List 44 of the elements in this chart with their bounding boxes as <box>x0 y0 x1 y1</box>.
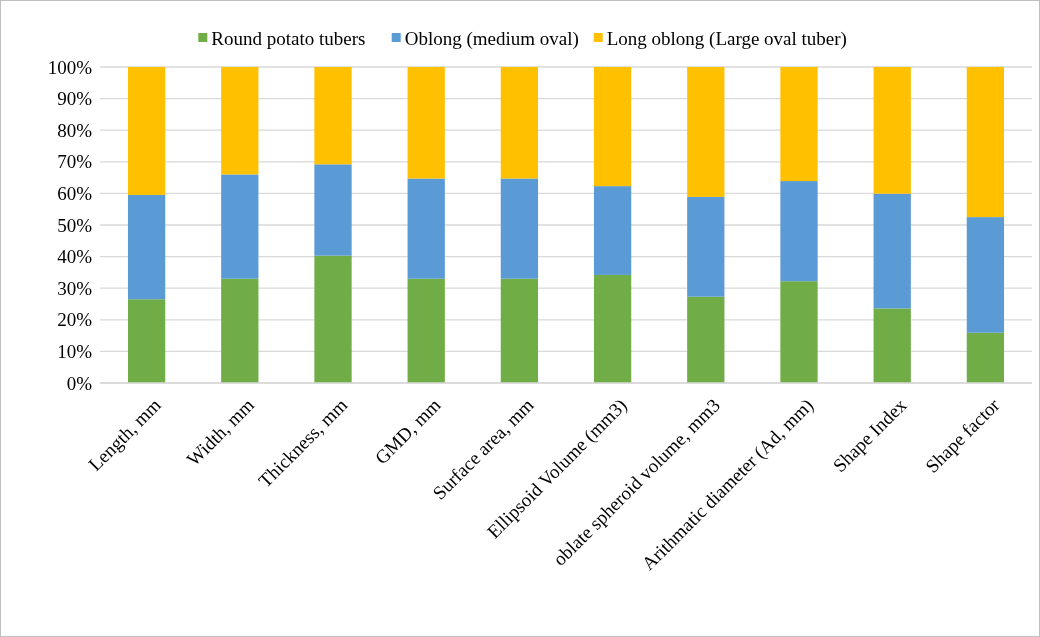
bar <box>687 196 725 297</box>
y-tick-label: 40% <box>57 246 93 268</box>
legend-label: Round potato tubers <box>211 27 366 49</box>
bar <box>593 67 632 187</box>
y-tick-label: 20% <box>57 309 93 331</box>
bar <box>780 281 818 383</box>
bar <box>966 332 1005 383</box>
bar <box>314 67 352 165</box>
legend-label: Long oblong (Large oval tuber) <box>606 27 847 50</box>
bar <box>687 67 725 197</box>
bar <box>221 278 259 383</box>
bar <box>593 186 632 275</box>
bar <box>873 308 911 383</box>
bar <box>966 67 1005 218</box>
bar <box>314 164 352 256</box>
legend-label: Oblong (medium oval) <box>404 27 579 50</box>
bar <box>780 181 818 282</box>
bar <box>221 174 259 279</box>
y-tick-label: 0% <box>66 372 93 394</box>
bar <box>966 217 1005 333</box>
bar <box>500 178 539 279</box>
y-tick-label: 60% <box>57 183 93 205</box>
bar <box>221 67 259 175</box>
bar <box>127 67 166 195</box>
bar <box>500 278 539 383</box>
bar <box>500 67 539 179</box>
y-tick-label: 100% <box>47 56 93 78</box>
y-tick-label: 30% <box>57 277 93 299</box>
bar <box>314 255 352 383</box>
y-tick-label: 50% <box>57 214 93 236</box>
bar <box>687 296 725 383</box>
y-tick-label: 10% <box>57 341 93 363</box>
bar <box>407 178 445 279</box>
bar <box>407 278 445 383</box>
y-tick-label: 80% <box>57 119 93 141</box>
bar <box>127 299 166 383</box>
bar <box>780 67 818 182</box>
bar <box>873 67 911 194</box>
bar <box>127 194 166 300</box>
y-tick-label: 70% <box>57 151 93 173</box>
bar <box>873 193 911 309</box>
bar <box>407 67 445 179</box>
bar <box>593 274 632 383</box>
y-tick-label: 90% <box>57 88 93 110</box>
